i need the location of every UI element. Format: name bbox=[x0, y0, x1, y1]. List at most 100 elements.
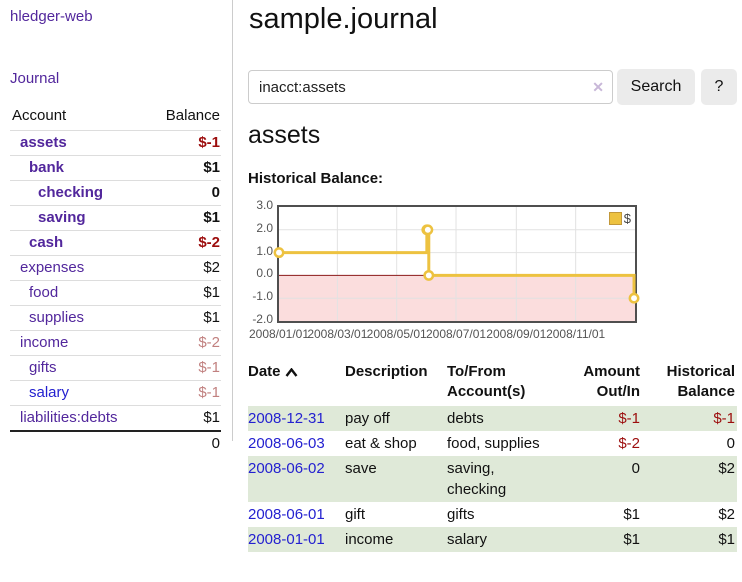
chart-canvas bbox=[273, 207, 640, 321]
register-description-cell: gift bbox=[345, 506, 366, 523]
transaction-date-link[interactable]: 2008-01-01 bbox=[248, 531, 325, 548]
register-balance-cell: $2 bbox=[718, 506, 735, 523]
account-balance-cell: $1 bbox=[147, 405, 221, 431]
sidebar-account-link[interactable]: cash bbox=[29, 234, 64, 251]
account-name-cell: saving bbox=[10, 205, 148, 231]
account-row: supplies $1 bbox=[10, 305, 221, 331]
register-amount-cell: $1 bbox=[547, 527, 642, 552]
register-accounts-cell: debts bbox=[447, 406, 547, 431]
search-input[interactable] bbox=[248, 70, 613, 104]
help-button[interactable]: ? bbox=[701, 69, 737, 105]
sidebar-account-link[interactable]: bank bbox=[29, 159, 65, 176]
sidebar-account-link[interactable]: saving bbox=[38, 209, 86, 226]
sidebar-account-link[interactable]: expenses bbox=[20, 259, 85, 276]
register-col-balance: Historical Balance bbox=[666, 363, 735, 400]
accounts-total-spacer bbox=[10, 430, 148, 456]
sidebar-item-journal[interactable]: Journal bbox=[10, 70, 60, 87]
account-balance-cell: 0 bbox=[147, 180, 221, 206]
account-heading: assets bbox=[248, 121, 321, 149]
historical-balance-chart: 3.0 2.0 1.0 0.0 -1.0 -2.0 $ 2008/01/01 2008/03… bbox=[246, 198, 716, 348]
register-date-cell: 2008-06-02 bbox=[248, 456, 345, 502]
accounts-table: Account Balance assets $-1 bank $1 checking 0… bbox=[10, 104, 221, 456]
register-amount-cell: $-2 bbox=[618, 435, 640, 452]
accounts-total-value: 0 bbox=[147, 430, 221, 456]
register-col-date-label: Date bbox=[248, 363, 281, 380]
y-axis-tick-label: -2.0 bbox=[252, 312, 273, 326]
register-balance-cell: $-1 bbox=[642, 406, 737, 431]
account-balance-cell: $-1 bbox=[147, 355, 221, 381]
sidebar-account-link[interactable]: supplies bbox=[29, 309, 85, 326]
register-amount-cell: $1 bbox=[623, 506, 640, 523]
account-name-cell: bank bbox=[10, 155, 148, 181]
account-balance-cell: $1 bbox=[147, 155, 221, 181]
chart-section-label: Historical Balance: bbox=[248, 170, 384, 187]
chart-legend: $ bbox=[608, 211, 631, 226]
account-row: income $-2 bbox=[10, 330, 221, 356]
x-axis-tick-label: 2008/01/01 bbox=[248, 327, 310, 341]
account-name-cell: expenses bbox=[10, 255, 148, 281]
chart-plot-area: $ bbox=[273, 205, 640, 323]
account-balance-cell: $-2 bbox=[147, 330, 221, 356]
transaction-date-link[interactable]: 2008-06-01 bbox=[248, 506, 325, 523]
sort-ascending-icon bbox=[285, 367, 297, 377]
register-balance-cell: 0 bbox=[726, 435, 735, 452]
register-row: 2008-06-01 gift gifts $1 $2 bbox=[248, 502, 737, 527]
register-description-cell: eat & shop bbox=[345, 435, 417, 452]
account-balance-cell: $1 bbox=[147, 305, 221, 331]
search-form: ✕ bbox=[248, 70, 613, 104]
account-balance-cell: $-1 bbox=[147, 130, 221, 156]
account-balance-cell: $-2 bbox=[147, 230, 221, 256]
page-title: sample.journal bbox=[249, 3, 438, 35]
sidebar-account-link[interactable]: income bbox=[20, 334, 69, 351]
register-description-cell: income bbox=[345, 527, 447, 552]
transaction-date-link[interactable]: 2008-06-02 bbox=[248, 460, 325, 477]
x-axis-tick-label: 2008/05/01 bbox=[366, 327, 427, 341]
y-axis-tick-label: -1.0 bbox=[252, 289, 273, 304]
register-balance-cell: $1 bbox=[642, 527, 737, 552]
register-balance-cell: $2 bbox=[642, 456, 737, 502]
y-axis-tick-label: 3.0 bbox=[256, 198, 273, 212]
sidebar-account-link[interactable]: checking bbox=[38, 184, 104, 201]
search-button[interactable]: Search bbox=[617, 69, 695, 105]
transaction-date-link[interactable]: 2008-06-03 bbox=[248, 435, 325, 452]
register-col-date[interactable]: Date bbox=[248, 360, 345, 406]
account-row: checking 0 bbox=[10, 180, 221, 206]
sidebar-divider bbox=[232, 0, 233, 441]
account-balance-cell: $1 bbox=[147, 205, 221, 231]
register-accounts-cell: saving, checking bbox=[447, 456, 547, 502]
sidebar-account-link[interactable]: gifts bbox=[29, 359, 57, 376]
register-row: 2008-06-03 eat & shop food, supplies $-2 0 bbox=[248, 431, 737, 456]
register-col-amount: Amount Out/In bbox=[583, 363, 640, 400]
account-name-cell: food bbox=[10, 280, 148, 306]
account-row: bank $1 bbox=[10, 155, 221, 181]
x-axis-tick-label: 2008/11/01 bbox=[546, 327, 606, 341]
account-row: saving $1 bbox=[10, 205, 221, 231]
register-row: 2008-01-01 income salary $1 $1 bbox=[248, 527, 737, 552]
account-name-cell: cash bbox=[10, 230, 148, 256]
register-col-description: Description bbox=[345, 363, 428, 380]
account-row: salary $-1 bbox=[10, 380, 221, 406]
y-axis-tick-label: 1.0 bbox=[256, 243, 273, 258]
sidebar-account-link[interactable]: salary bbox=[29, 384, 70, 401]
register-date-cell: 2008-12-31 bbox=[248, 406, 345, 431]
account-name-cell: income bbox=[10, 330, 148, 356]
accounts-col-account: Account bbox=[12, 107, 67, 124]
app-title-link[interactable]: hledger-web bbox=[10, 8, 93, 25]
y-axis-tick-label: 0.0 bbox=[256, 266, 273, 281]
transaction-date-link[interactable]: 2008-12-31 bbox=[248, 410, 325, 427]
legend-label: $ bbox=[623, 211, 631, 226]
sidebar-account-link[interactable]: assets bbox=[20, 134, 67, 151]
sidebar-account-link[interactable]: liabilities:debts bbox=[20, 409, 118, 426]
register-date-cell: 2008-06-01 bbox=[248, 502, 345, 527]
account-row: cash $-2 bbox=[10, 230, 221, 256]
sidebar-account-link[interactable]: food bbox=[29, 284, 59, 301]
register-amount-cell: $-1 bbox=[547, 406, 642, 431]
register-col-tofrom: To/From Account(s) bbox=[447, 363, 526, 400]
clear-search-icon[interactable]: ✕ bbox=[592, 79, 604, 95]
legend-swatch-icon bbox=[608, 212, 622, 225]
account-row: food $1 bbox=[10, 280, 221, 306]
account-row: liabilities:debts $1 bbox=[10, 405, 221, 431]
register-row: 2008-12-31 pay off debts $-1 $-1 bbox=[248, 406, 737, 431]
account-name-cell: gifts bbox=[10, 355, 148, 381]
account-row: gifts $-1 bbox=[10, 355, 221, 381]
